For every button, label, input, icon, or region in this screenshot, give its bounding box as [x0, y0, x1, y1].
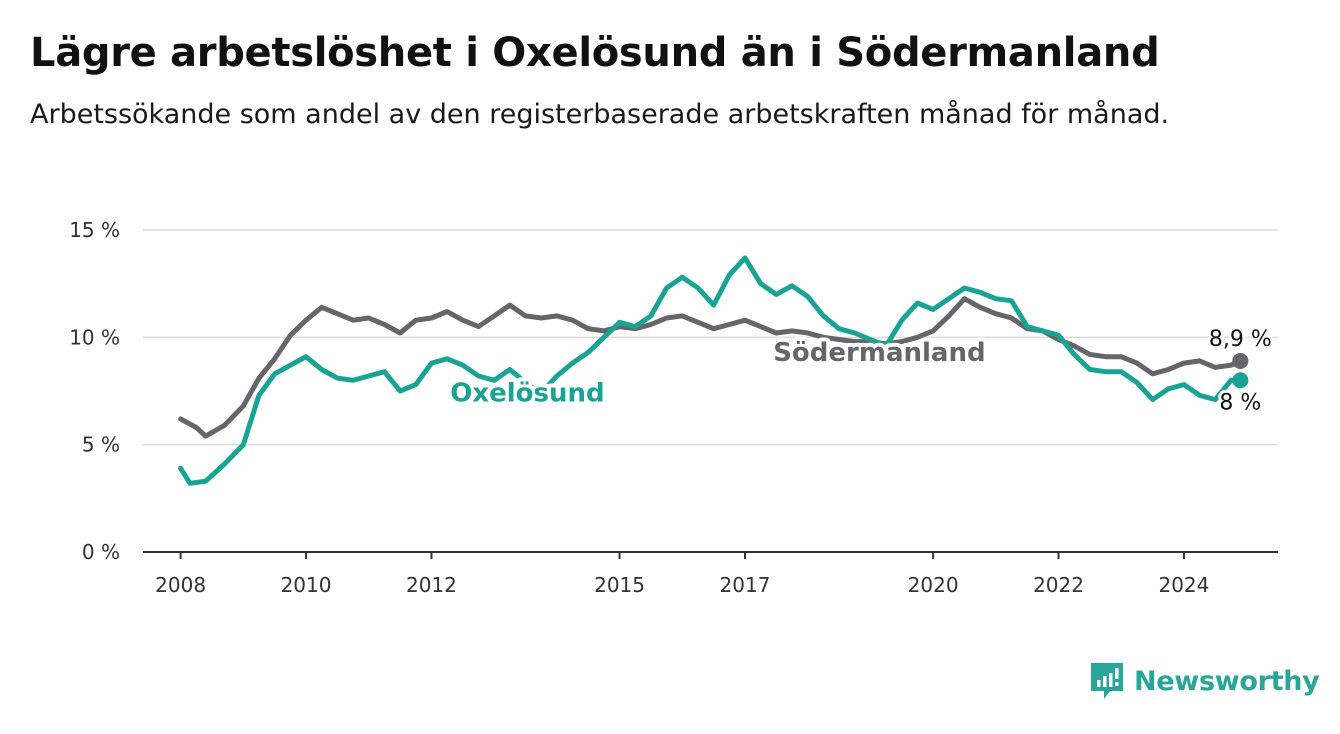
chart-subtitle: Arbetssökande som andel av den registerb…	[30, 99, 1170, 130]
chart-title: Lägre arbetslöshet i Oxelösund än i Söde…	[30, 30, 1160, 76]
x-tick-label: 2022	[1033, 573, 1084, 597]
line-chart: 0 % 5 % 10 % 15 % 2008 2010 2012 2015 2017 2020 20…	[69, 218, 1278, 597]
x-tick-label: 2012	[406, 573, 457, 597]
y-tick-label: 0 %	[82, 540, 120, 564]
brand-name: Newsworthy	[1134, 665, 1320, 697]
y-tick-label: 10 %	[69, 325, 120, 349]
y-tick-label: 5 %	[82, 433, 120, 457]
series-endpoint-sodermanland	[1232, 352, 1249, 369]
series-end-label-sodermanland: 8,9 %	[1209, 327, 1272, 352]
series-label-oxelosund: Oxelösund	[450, 379, 604, 409]
x-tick-label: 2008	[155, 573, 206, 597]
series-end-label-oxelosund: 8 %	[1219, 390, 1261, 415]
series-label-sodermanland: Södermanland	[773, 338, 985, 368]
x-tick-label: 2015	[594, 573, 645, 597]
grid-layer	[143, 229, 1278, 446]
y-tick-label: 15 %	[69, 218, 120, 242]
x-tick-label: 2024	[1158, 573, 1209, 597]
brand: Newsworthy	[1088, 660, 1320, 702]
x-tick-label: 2010	[281, 573, 332, 597]
x-tick-label: 2017	[720, 573, 771, 597]
axis-layer: 0 % 5 % 10 % 15 % 2008 2010 2012 2015 2017 2020 20…	[69, 218, 1278, 597]
x-tick-label: 2020	[908, 573, 959, 597]
newsworthy-logo-icon	[1091, 663, 1123, 699]
series-line-oxelosund	[178, 255, 1243, 486]
label-layer: Oxelösund Södermanland 8,9 % 8 %	[446, 324, 1275, 418]
series-endpoint-oxelosund	[1232, 372, 1249, 389]
series-line-sodermanland	[178, 296, 1243, 439]
series-layer	[178, 255, 1243, 486]
